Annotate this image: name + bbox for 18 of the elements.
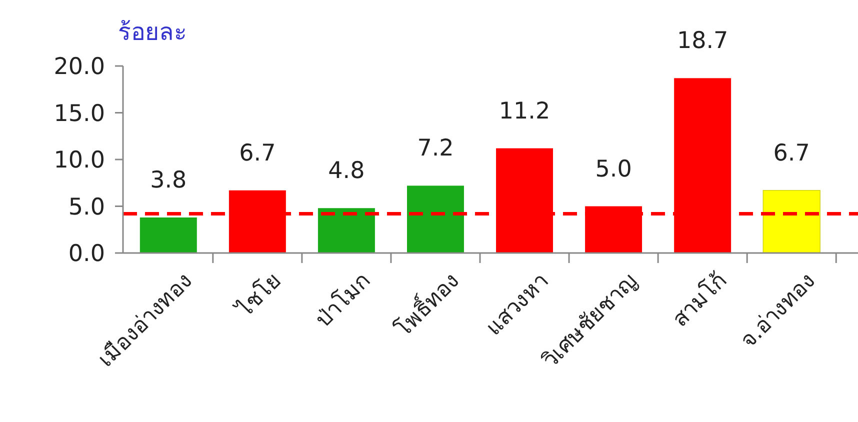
data-label: 6.7 <box>239 140 276 166</box>
data-label: 5.0 <box>595 156 632 182</box>
bar <box>762 190 820 254</box>
bar <box>406 186 464 253</box>
data-label: 4.8 <box>328 158 365 184</box>
data-label: 18.7 <box>676 28 728 54</box>
y-tick-label: 10.0 <box>54 148 105 174</box>
data-label: 7.2 <box>417 136 454 162</box>
y-tick-label: 0.0 <box>68 241 105 268</box>
y-axis-title: ร้อยละ <box>118 18 187 46</box>
data-label: 6.7 <box>773 140 810 166</box>
bar <box>140 217 197 253</box>
y-tick-label: 15.0 <box>54 100 105 127</box>
bar <box>318 208 375 253</box>
y-tick-label: 5.0 <box>68 194 105 220</box>
data-label: 3.8 <box>150 167 187 194</box>
y-tick-label: 20.0 <box>54 54 105 80</box>
data-label: 11.2 <box>498 98 550 124</box>
